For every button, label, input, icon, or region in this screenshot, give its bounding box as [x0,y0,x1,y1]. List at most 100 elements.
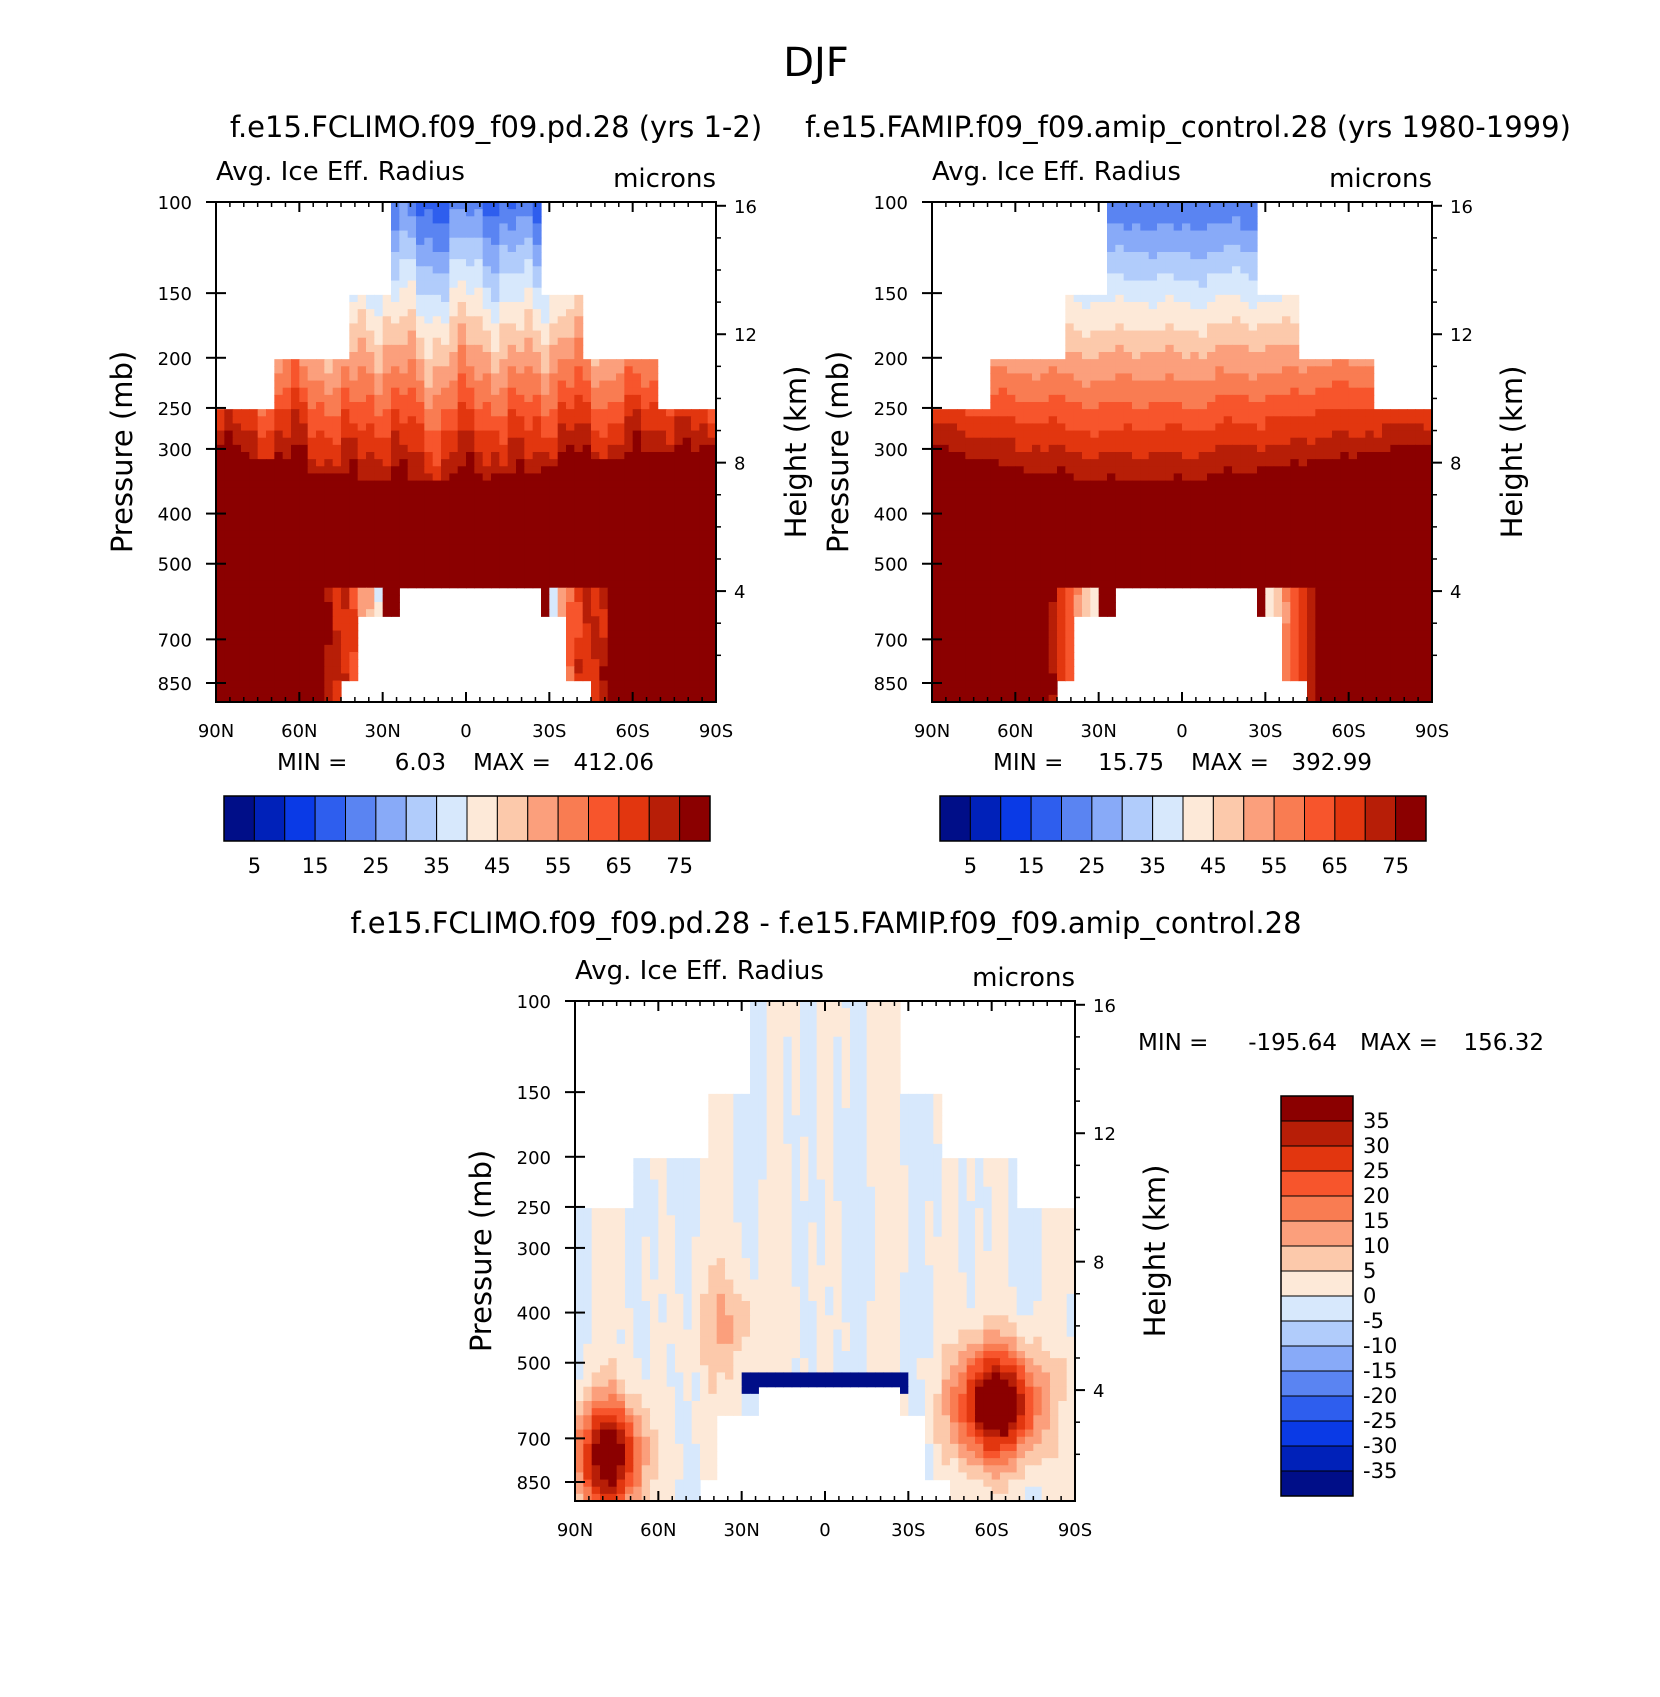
field-cell [674,509,684,517]
field-cell [1040,380,1050,389]
field-cell [499,352,509,360]
field-cell [516,259,525,267]
field-cell [1157,516,1166,525]
field-cell [1123,287,1133,296]
field-cell [324,366,334,375]
field-cell [582,466,592,475]
field-cell [957,466,966,475]
field-cell [466,516,475,525]
field-cell [557,566,567,575]
field-cell [1098,530,1108,539]
field-cell [1373,502,1383,510]
field-cell [257,573,267,582]
field-cell [1373,480,1383,489]
field-cell [1048,373,1058,382]
field-cell [516,316,525,325]
field-cell [399,373,409,382]
field-cell [391,323,400,332]
field-cell [1107,502,1116,510]
field-cell [1215,430,1225,439]
field-cell [1365,373,1375,382]
field-cell [707,659,716,667]
field-cell [682,437,692,446]
field-cell [1157,366,1166,375]
field-cell [1098,502,1108,510]
field-cell [266,580,275,589]
field-cell [1307,416,1316,425]
field-cell [1040,502,1050,510]
field-cell [349,380,359,389]
field-cell [216,637,225,646]
field-cell [1032,394,1041,403]
field-cell [357,580,367,589]
field-cell [1073,473,1083,482]
field-cell [566,552,575,560]
field-cell [1040,452,1050,460]
field-cell [641,580,650,589]
field-cell [574,659,584,667]
field-cell [566,487,575,496]
field-cell [274,602,284,610]
field-cell [524,359,534,367]
field-cell [474,437,484,446]
field-cell [541,330,550,339]
field-cell [432,402,442,410]
field-cell [232,409,242,417]
field-cell [507,509,517,517]
field-cell [324,373,334,382]
field-cell [982,452,991,460]
field-cell [249,609,259,617]
field-cell [1340,409,1350,417]
field-cell [474,259,484,267]
field-cell [1165,330,1175,339]
field-cell [1323,402,1333,410]
field-cell [324,509,334,517]
field-cell [948,516,958,525]
field-cell [649,416,659,425]
field-cell [266,416,275,425]
x-tick-label: 60S [615,721,649,742]
field-cell [474,573,484,582]
field-cell [374,566,384,575]
field-cell [541,459,550,467]
field-cell [599,559,609,567]
field-cell [666,630,675,639]
field-cell [274,409,284,417]
field-cell [1265,359,1275,367]
field-cell [707,523,716,532]
field-cell [357,416,367,425]
field-cell [649,659,659,667]
field-cell [307,523,317,532]
field-cell [1223,266,1233,275]
field-cell [366,302,375,310]
field-cell [1298,387,1308,396]
field-cell [382,459,392,467]
field-cell [1332,530,1341,539]
field-cell [457,237,467,246]
field-cell [1240,487,1250,496]
field-cell [291,623,300,632]
field-cell [1015,466,1025,475]
field-cell [241,630,250,639]
field-cell [1415,494,1425,503]
field-cell [474,452,484,460]
field-cell [507,373,517,382]
field-cell [224,502,234,510]
field-cell [399,209,409,217]
field-cell [1090,309,1100,317]
field-cell [357,466,367,475]
field-cell [332,652,342,660]
field-cell [1223,237,1233,246]
field-cell [1032,487,1041,496]
field-cell [1373,452,1383,460]
field-cell [1065,466,1075,475]
field-cell [1048,380,1058,389]
field-cell [1248,409,1258,417]
field-cell [391,459,400,467]
field-cell [591,466,600,475]
field-cell [1298,373,1308,382]
field-cell [1215,359,1225,367]
field-cell [1282,344,1291,353]
field-cell [1082,509,1091,517]
field-cell [282,552,292,560]
